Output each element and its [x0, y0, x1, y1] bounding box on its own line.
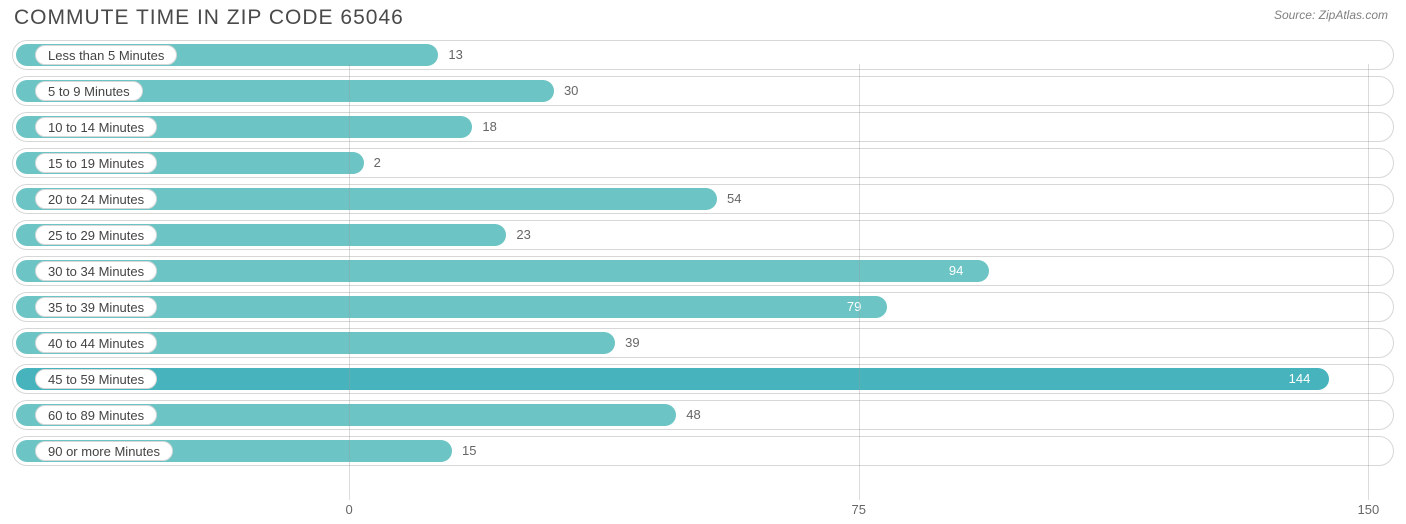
bar-row: 90 or more Minutes 15 — [12, 436, 1394, 466]
bar-value: 94 — [949, 257, 963, 285]
bar-row: 10 to 14 Minutes 18 — [12, 112, 1394, 142]
category-pill: 20 to 24 Minutes — [35, 189, 157, 209]
bar-value: 13 — [448, 41, 462, 69]
chart-title: COMMUTE TIME IN ZIP CODE 65046 — [14, 6, 404, 30]
category-pill: Less than 5 Minutes — [35, 45, 177, 65]
gridline — [1368, 64, 1369, 500]
bar-row: 15 to 19 Minutes 2 — [12, 148, 1394, 178]
bar-value: 18 — [482, 113, 496, 141]
bar-value: 144 — [1289, 365, 1311, 393]
bar-value: 54 — [727, 185, 741, 213]
category-pill: 35 to 39 Minutes — [35, 297, 157, 317]
gridline — [859, 64, 860, 500]
x-axis: 0 75 150 — [12, 500, 1394, 524]
chart-container: COMMUTE TIME IN ZIP CODE 65046 Source: Z… — [0, 0, 1406, 524]
category-pill: 40 to 44 Minutes — [35, 333, 157, 353]
bar-row: 25 to 29 Minutes 23 — [12, 220, 1394, 250]
chart-source: Source: ZipAtlas.com — [1274, 6, 1394, 22]
bar-value: 30 — [564, 77, 578, 105]
chart-header: COMMUTE TIME IN ZIP CODE 65046 Source: Z… — [0, 0, 1406, 40]
bar-value: 39 — [625, 329, 639, 357]
bar-row: Less than 5 Minutes 13 — [12, 40, 1394, 70]
category-pill: 10 to 14 Minutes — [35, 117, 157, 137]
category-pill: 15 to 19 Minutes — [35, 153, 157, 173]
bar-value: 23 — [516, 221, 530, 249]
bar-row: 5 to 9 Minutes 30 — [12, 76, 1394, 106]
x-tick-label: 150 — [1358, 502, 1380, 517]
bar-value: 15 — [462, 437, 476, 465]
bar-value: 2 — [374, 149, 381, 177]
category-pill: 45 to 59 Minutes — [35, 369, 157, 389]
x-tick-label: 0 — [345, 502, 352, 517]
bar-row: 45 to 59 Minutes 144 — [12, 364, 1394, 394]
category-pill: 30 to 34 Minutes — [35, 261, 157, 281]
category-pill: 60 to 89 Minutes — [35, 405, 157, 425]
bar-row: 20 to 24 Minutes 54 — [12, 184, 1394, 214]
bar-row: 40 to 44 Minutes 39 — [12, 328, 1394, 358]
category-pill: 25 to 29 Minutes — [35, 225, 157, 245]
bar-list: Less than 5 Minutes 13 5 to 9 Minutes 30 10 … — [12, 40, 1394, 466]
bar-fill — [16, 368, 1329, 390]
bar-row: 35 to 39 Minutes79 — [12, 292, 1394, 322]
x-tick-label: 75 — [852, 502, 866, 517]
bar-row: 60 to 89 Minutes 48 — [12, 400, 1394, 430]
category-pill: 90 or more Minutes — [35, 441, 173, 461]
gridline — [349, 64, 350, 500]
bar-fill — [16, 260, 989, 282]
chart-plot: Less than 5 Minutes 13 5 to 9 Minutes 30 10 … — [0, 40, 1406, 500]
bar-value: 48 — [686, 401, 700, 429]
category-pill: 5 to 9 Minutes — [35, 81, 143, 101]
bar-row: 30 to 34 Minutes 94 — [12, 256, 1394, 286]
